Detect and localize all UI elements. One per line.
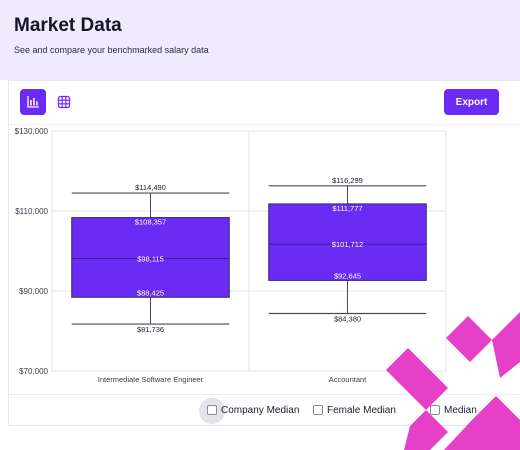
page-subtitle: See and compare your benchmarked salary … <box>14 45 209 55</box>
q3-label: $111,777 <box>332 204 362 213</box>
page-title: Market Data <box>14 15 122 36</box>
x-category-label: Intermediate Software Engineer <box>98 375 204 384</box>
min-label: $84,380 <box>334 314 361 323</box>
y-tick-label: $90,000 <box>19 287 48 296</box>
max-label: $114,490 <box>135 183 166 192</box>
grid-icon <box>57 95 71 109</box>
chart-view-button[interactable] <box>20 89 46 115</box>
x-category-label: Accountant <box>329 375 367 384</box>
legend-label: Female Median <box>327 404 396 416</box>
toolbar-divider <box>8 124 520 125</box>
q1-label: $88,425 <box>137 288 164 297</box>
bar-chart-icon <box>27 96 39 108</box>
median-checkbox[interactable] <box>430 405 440 415</box>
export-button[interactable]: Export <box>444 89 499 115</box>
iqr-box <box>268 203 427 281</box>
legend-median[interactable]: Median <box>430 403 477 417</box>
y-tick-label: $110,000 <box>15 207 48 216</box>
median-label: $101,712 <box>332 240 363 249</box>
legend-company-median[interactable]: Company Median <box>207 403 299 417</box>
legend-female-median[interactable]: Female Median <box>313 403 396 417</box>
legend-divider <box>8 394 520 395</box>
legend-label: Median <box>444 404 477 416</box>
legend-label: Company Median <box>221 404 300 416</box>
q1-label: $92,645 <box>334 271 361 280</box>
salary-boxplot-chart: $70,000 $90,000 $110,000 $130,000 $114,490 $1… <box>15 127 447 384</box>
y-tick-label: $70,000 <box>19 367 48 376</box>
q3-label: $108,357 <box>135 218 166 227</box>
table-view-button[interactable] <box>51 89 77 115</box>
female-median-checkbox[interactable] <box>313 405 323 415</box>
page-header: Market Data See and compare your benchma… <box>0 0 520 80</box>
max-label: $116,299 <box>332 176 363 185</box>
median-label: $98,115 <box>137 255 164 264</box>
company-median-checkbox[interactable] <box>207 405 217 415</box>
y-tick-label: $130,000 <box>15 127 49 136</box>
min-label: $81,736 <box>137 325 164 334</box>
iqr-box <box>71 217 230 298</box>
